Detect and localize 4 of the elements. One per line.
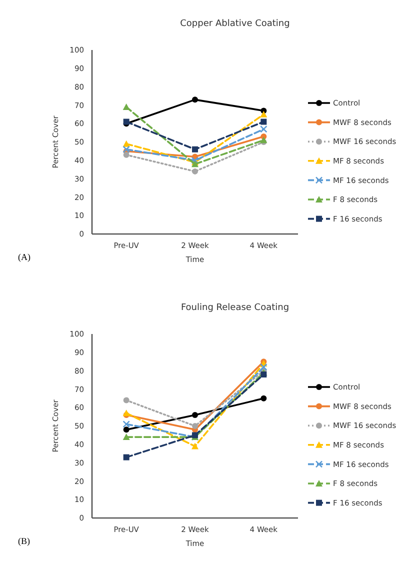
text: (A)	[18, 252, 30, 262]
chart-title: Copper Ablative Coating	[180, 19, 290, 29]
text: (B)	[18, 536, 30, 546]
chart-title: Fouling Release Coating	[180, 303, 290, 313]
